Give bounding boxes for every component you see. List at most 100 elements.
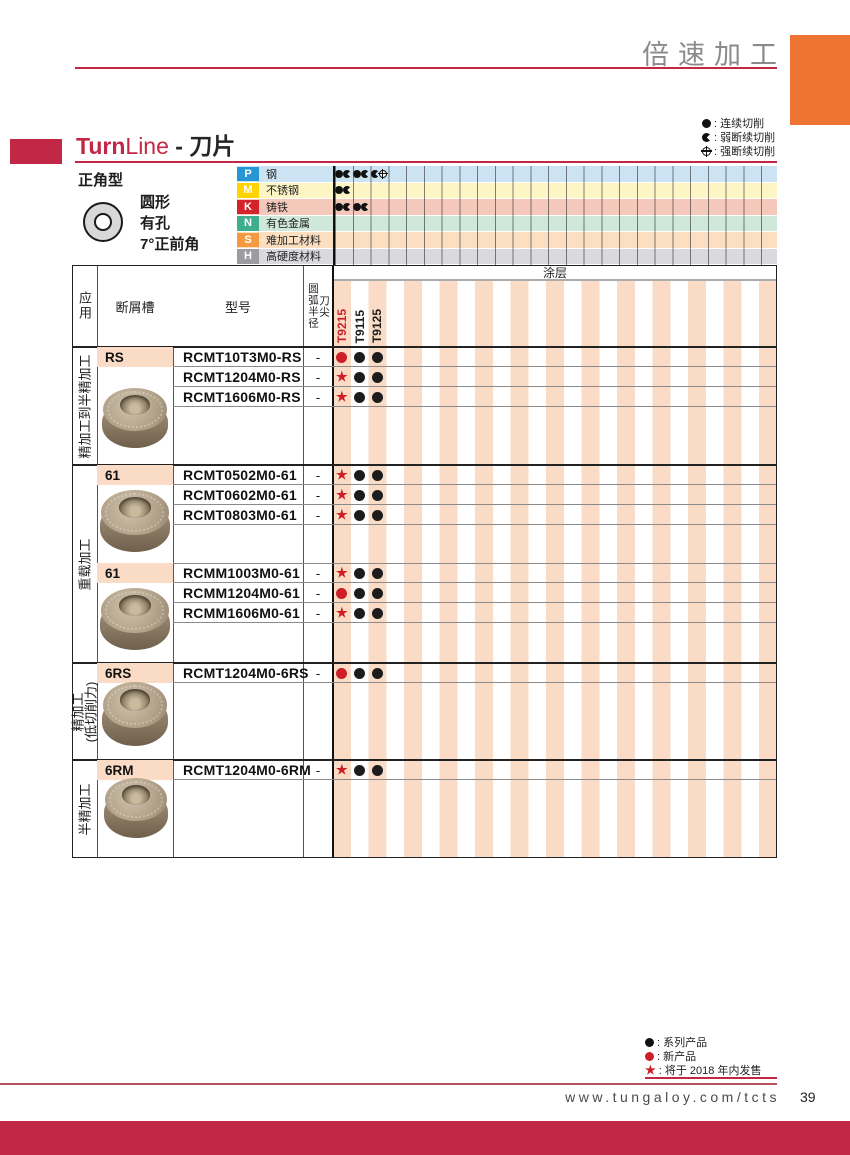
matrix-grid [333,166,777,265]
release-star-icon: ★ [336,605,348,620]
column-header-nose-radius: 圆弧半径 刀尖 [307,283,330,329]
table-vline [303,265,304,858]
series-dot-icon [351,485,369,505]
column-header-application: 应用 [77,291,92,321]
table-row: RCMT0602M0-61 - ★ [173,485,777,505]
series-dot-icon [369,760,387,780]
product-legend-label: : 新产品 [657,1051,697,1063]
series-dot-icon [351,663,369,683]
continuous-cut-icon [702,118,711,128]
nose-radius-cell: - [315,467,321,483]
coating-header: 涂层 [333,265,777,281]
material-label: 不锈钢 [266,185,299,198]
table-row: RCMM1204M0-61- [173,583,777,603]
series-dot-icon [351,347,369,367]
footer-url[interactable]: www.tungaloy.com/tcts [565,1089,780,1105]
series-dot-icon [369,367,387,387]
table-row: RCMT1204M0-6RM - ★ [173,760,777,780]
insert-shape-line: 圆形 [140,194,171,211]
model-cell: RCMT1204M0-6RS [183,665,309,681]
subgroup-separator [97,563,777,564]
new-dot-icon [333,663,351,683]
cut-legend-label: : 弱断续切削 [714,132,776,144]
model-cell: RCMT10T3M0-RS [183,349,302,365]
chipbreaker-cell: 6RS [97,663,173,683]
series-dot-icon [351,387,369,407]
series-dot-icon [351,563,369,583]
material-class-chip: N [237,216,259,231]
model-cell: RCMT1204M0-RS [183,369,301,385]
insert-top-face [100,490,170,535]
series-dot-icon [351,760,369,780]
nose-radius-cell: - [315,389,321,405]
page-number: 39 [800,1089,816,1105]
chipbreaker-cell: 61 [97,563,173,583]
group-separator [72,759,777,761]
heading-brand-light: Line [125,133,169,159]
insert-photo [102,388,168,448]
series-dot-icon [351,505,369,525]
series-dot-icon [369,583,387,603]
insert-hole [120,394,150,415]
insert-top-face [100,588,170,633]
release-star-icon: ★ [336,565,348,580]
material-label: 铸铁 [266,201,288,214]
nose-radius-cell: - [315,369,321,385]
series-dot-icon [645,1037,654,1047]
material-label: 钢 [266,168,277,181]
material-label: 难加工材料 [266,234,321,247]
material-label: 有色金属 [266,218,310,231]
release-star-icon: ★ [336,487,348,502]
cut-legend-item: : 强断续切削 [701,144,775,158]
strong-interrupted-cut-icon [701,145,712,157]
series-dot-icon [369,387,387,407]
nose-radius-cell: - [315,585,321,601]
table-vline [332,265,334,858]
nose-radius-cell: - [315,349,321,365]
series-dot-icon [351,465,369,485]
insert-photo [104,778,168,838]
insert-photo [100,490,170,552]
model-cell: RCMM1003M0-61 [183,565,300,581]
insert-shape-lines: 圆形 有孔 7°正前角 [140,192,199,255]
footer-bar [0,1121,850,1155]
insert-top-face [102,388,168,432]
nose-radius-cell: - [315,507,321,523]
weak-interrupted-cut-icon [702,132,711,142]
insert-photo [100,588,170,650]
material-class-chip: S [237,232,259,247]
product-legend-item: ★ : 将于 2018 年内发售 [645,1063,761,1077]
nose-radius-cell: - [315,565,321,581]
product-legend-item: : 新产品 [645,1049,761,1063]
table-row: RCMM1003M0-61- ★ [173,563,777,583]
group-separator [72,464,777,466]
new-dot-icon [333,583,351,603]
page-heading: TurnLine - 刀片 [76,127,235,161]
insert-photo [102,682,168,746]
page-title: 倍速加工 [642,40,786,70]
heading-rule [75,161,777,163]
chipbreaker-cell: RS [97,347,173,367]
table-row: RCMT1204M0-6RS - [173,663,777,683]
cut-legend-label: : 连续切削 [714,118,765,130]
cut-legend-item: : 连续切削 [702,116,775,130]
insert-style-label: 正角型 [78,172,124,189]
release-star-icon: ★ [336,369,348,384]
nose-radius-cell: - [315,665,321,681]
series-dot-icon [369,663,387,683]
heading-suffix: - 刀片 [168,133,236,159]
footer-rule [0,1083,777,1085]
table-row: RCMT1204M0-RS - ★ [173,367,777,387]
nose-radius-cell: - [315,487,321,503]
nose-radius-cell: - [315,605,321,621]
nose-radius-cell: - [315,762,321,778]
series-dot-icon [369,505,387,525]
insert-shape-line: 7°正前角 [140,236,200,253]
title-rule [75,67,777,69]
product-legend-item: : 系列产品 [645,1035,761,1049]
model-cell: RCMT0803M0-61 [183,507,297,523]
material-class-chip: P [237,166,259,181]
series-dot-icon [369,603,387,623]
table-row: RCMM1606M0-61- ★ [173,603,777,623]
insert-hole [119,497,151,518]
